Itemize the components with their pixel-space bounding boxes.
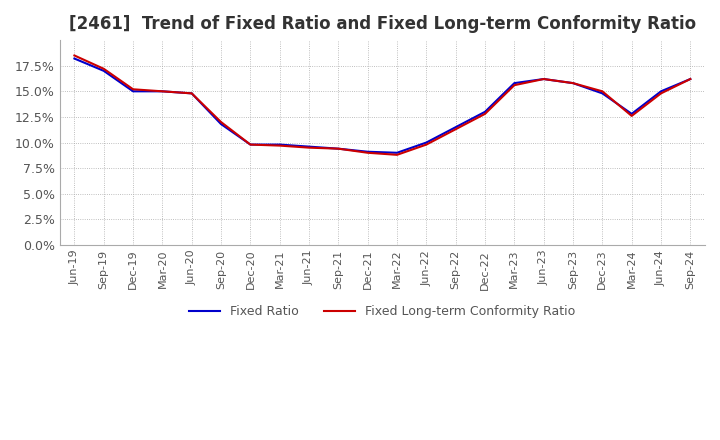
Fixed Ratio xyxy=(569,81,577,86)
Fixed Long-term Conformity Ratio xyxy=(510,83,518,88)
Fixed Ratio xyxy=(70,56,78,61)
Fixed Long-term Conformity Ratio xyxy=(569,81,577,86)
Line: Fixed Ratio: Fixed Ratio xyxy=(74,59,690,153)
Fixed Ratio xyxy=(392,150,401,155)
Fixed Ratio xyxy=(158,89,167,94)
Fixed Ratio xyxy=(99,68,108,73)
Line: Fixed Long-term Conformity Ratio: Fixed Long-term Conformity Ratio xyxy=(74,55,690,155)
Fixed Long-term Conformity Ratio xyxy=(686,77,695,82)
Fixed Long-term Conformity Ratio xyxy=(187,91,196,96)
Fixed Long-term Conformity Ratio xyxy=(305,145,313,150)
Fixed Ratio xyxy=(539,77,548,82)
Fixed Ratio xyxy=(510,81,518,86)
Fixed Long-term Conformity Ratio xyxy=(598,89,607,94)
Fixed Long-term Conformity Ratio xyxy=(422,142,431,147)
Fixed Ratio xyxy=(275,142,284,147)
Fixed Ratio xyxy=(627,111,636,117)
Fixed Long-term Conformity Ratio xyxy=(481,111,490,117)
Fixed Long-term Conformity Ratio xyxy=(129,87,138,92)
Title: [2461]  Trend of Fixed Ratio and Fixed Long-term Conformity Ratio: [2461] Trend of Fixed Ratio and Fixed Lo… xyxy=(69,15,696,33)
Fixed Long-term Conformity Ratio xyxy=(364,150,372,155)
Fixed Ratio xyxy=(422,140,431,145)
Fixed Long-term Conformity Ratio xyxy=(99,66,108,71)
Fixed Long-term Conformity Ratio xyxy=(627,113,636,118)
Fixed Long-term Conformity Ratio xyxy=(657,91,665,96)
Fixed Ratio xyxy=(217,121,225,127)
Legend: Fixed Ratio, Fixed Long-term Conformity Ratio: Fixed Ratio, Fixed Long-term Conformity … xyxy=(183,299,582,325)
Fixed Long-term Conformity Ratio xyxy=(70,53,78,58)
Fixed Ratio xyxy=(334,146,343,151)
Fixed Ratio xyxy=(364,149,372,154)
Fixed Long-term Conformity Ratio xyxy=(451,127,460,132)
Fixed Long-term Conformity Ratio xyxy=(217,119,225,125)
Fixed Ratio xyxy=(129,89,138,94)
Fixed Ratio xyxy=(686,77,695,82)
Fixed Ratio xyxy=(657,89,665,94)
Fixed Long-term Conformity Ratio xyxy=(246,142,255,147)
Fixed Long-term Conformity Ratio xyxy=(275,143,284,148)
Fixed Ratio xyxy=(187,91,196,96)
Fixed Ratio xyxy=(246,142,255,147)
Fixed Long-term Conformity Ratio xyxy=(334,146,343,151)
Fixed Long-term Conformity Ratio xyxy=(539,77,548,82)
Fixed Ratio xyxy=(598,91,607,96)
Fixed Long-term Conformity Ratio xyxy=(158,89,167,94)
Fixed Long-term Conformity Ratio xyxy=(392,152,401,158)
Fixed Ratio xyxy=(451,125,460,130)
Fixed Ratio xyxy=(305,144,313,149)
Fixed Ratio xyxy=(481,109,490,114)
